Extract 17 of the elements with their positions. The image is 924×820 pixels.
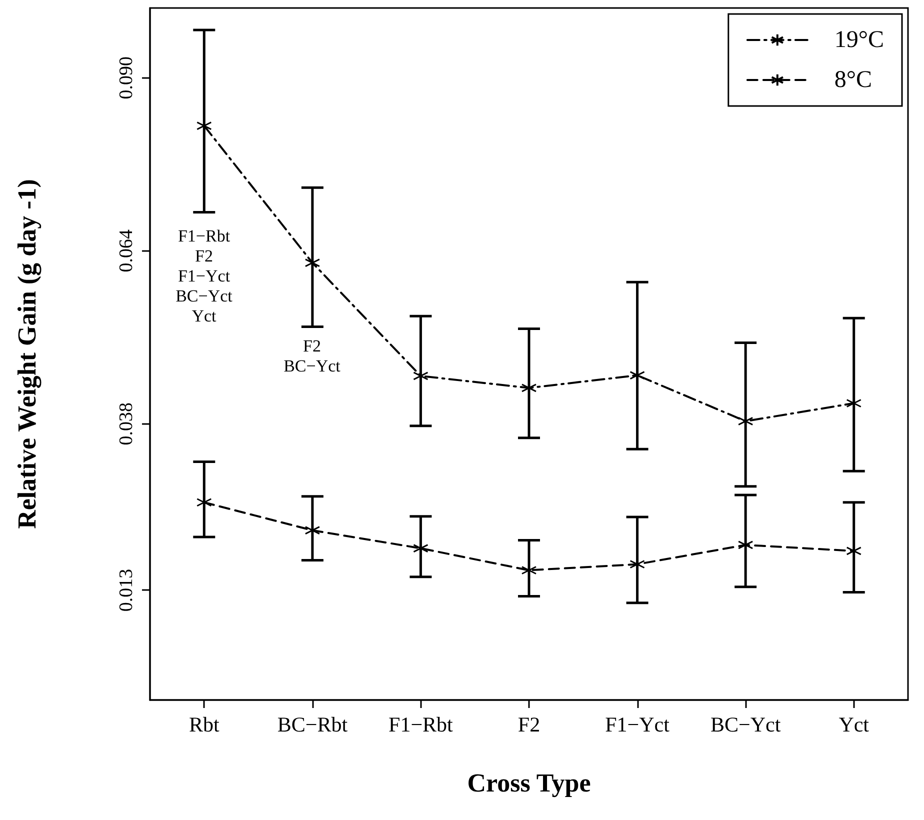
x-tick-label: BC−Yct (710, 712, 781, 736)
y-tick-label: 0.038 (116, 402, 137, 446)
x-tick-label: Rbt (188, 712, 220, 736)
y-tick-label: 0.090 (116, 56, 137, 100)
legend-label: 19°C (834, 27, 884, 53)
annotation: F1−Rbt F2 F1−Yct BC−Yct Yct (176, 226, 233, 326)
legend-label: 8°C (834, 67, 872, 93)
y-axis-title: Relative Weight Gain (g day -1) (12, 179, 42, 529)
y-tick-label: 0.064 (116, 228, 137, 272)
x-tick-label: BC−Rbt (277, 712, 348, 736)
x-tick-label: F1−Yct (605, 712, 670, 736)
x-tick-label: F1−Rbt (388, 712, 454, 736)
annotation: F2 BC−Yct (284, 336, 341, 376)
x-tick-label: Yct (838, 712, 870, 736)
y-tick-label: 0.013 (116, 568, 137, 612)
x-tick-label: F2 (518, 712, 540, 736)
x-axis-title: Cross Type (467, 768, 591, 798)
